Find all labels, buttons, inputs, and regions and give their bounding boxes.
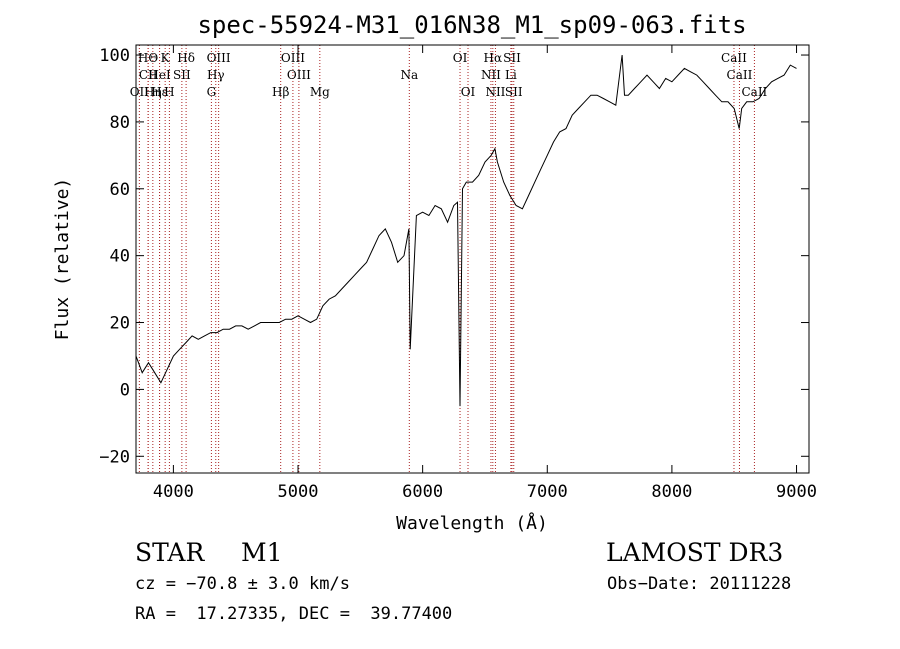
- coordinates: RA = 17.27335, DEC = 39.77400: [135, 604, 453, 624]
- line-label-24: Li: [505, 68, 517, 82]
- line-label-19: OI: [461, 85, 476, 99]
- line-label-22: NII: [485, 85, 505, 99]
- y-tick-label-0: −20: [99, 447, 130, 467]
- line-label-26: CaII: [721, 51, 747, 65]
- redshift-cz: cz = −70.8 ± 3.0 km/s: [135, 574, 350, 594]
- line-label-23: SII: [503, 51, 521, 65]
- y-axis-label: Flux (relative): [52, 178, 73, 341]
- line-label-16: Mg: [310, 85, 330, 99]
- line-label-10: OIII: [207, 51, 231, 65]
- x-axis-ticks: 4000 5000 6000 7000 8000 9000: [153, 45, 817, 502]
- y-tick-label-6: 100: [99, 46, 130, 66]
- line-label-0: HΘ: [138, 51, 158, 65]
- x-tick-label-5: 9000: [776, 482, 817, 502]
- object-subclass: M1: [241, 538, 283, 567]
- line-label-25: SII: [505, 85, 523, 99]
- x-tick-label-2: 6000: [402, 482, 443, 502]
- line-label-5: HeI: [148, 68, 171, 82]
- spectral-line-labels: HΘ CII OII Hε K HeI Hη SII H Hδ OIII Hγ G Hβ OIII OIII M…: [130, 51, 768, 99]
- line-label-7: SII: [173, 68, 191, 82]
- spectrum-line: [135, 54, 797, 407]
- y-axis-ticks: −20 0 20 40 60 80 100: [99, 46, 809, 467]
- line-label-2: OII: [130, 85, 150, 99]
- line-label-11: Hγ: [207, 68, 225, 82]
- survey-name: LAMOST DR3: [606, 538, 784, 567]
- line-label-15: OIII: [287, 68, 311, 82]
- line-label-3: Hε: [151, 85, 168, 99]
- x-tick-label-3: 7000: [527, 482, 568, 502]
- line-label-17: Na: [400, 68, 418, 82]
- y-tick-label-2: 20: [110, 314, 130, 334]
- line-label-18: OI: [453, 51, 468, 65]
- line-label-6: Hη: [144, 85, 162, 99]
- y-tick-label-1: 0: [120, 380, 130, 400]
- line-label-1: CII: [139, 68, 158, 82]
- plot-frame: [135, 44, 810, 474]
- x-tick-label-4: 8000: [651, 482, 692, 502]
- line-label-20: Hα: [484, 51, 503, 65]
- line-label-27: CaII: [727, 68, 753, 82]
- y-tick-label-3: 40: [110, 247, 130, 267]
- x-tick-label-0: 4000: [153, 482, 194, 502]
- line-label-13: Hβ: [272, 85, 289, 99]
- line-label-12: G: [207, 85, 217, 99]
- observation-date: Obs−Date: 20111228: [607, 574, 792, 594]
- line-label-4: K: [161, 51, 171, 65]
- y-tick-label-4: 60: [110, 180, 130, 200]
- chart-title: spec-55924-M31_016N38_M1_sp09-063.fits: [197, 11, 746, 39]
- object-class: STAR: [135, 538, 205, 567]
- spectral-line-markers: [138, 45, 755, 473]
- x-axis-label: Wavelength (Å): [396, 512, 548, 534]
- line-label-8: H: [164, 85, 174, 99]
- line-label-21: NII: [481, 68, 501, 82]
- line-label-14: OIII: [281, 51, 305, 65]
- x-tick-label-1: 5000: [278, 482, 319, 502]
- y-tick-label-5: 80: [110, 113, 130, 133]
- line-label-9: Hδ: [177, 51, 195, 65]
